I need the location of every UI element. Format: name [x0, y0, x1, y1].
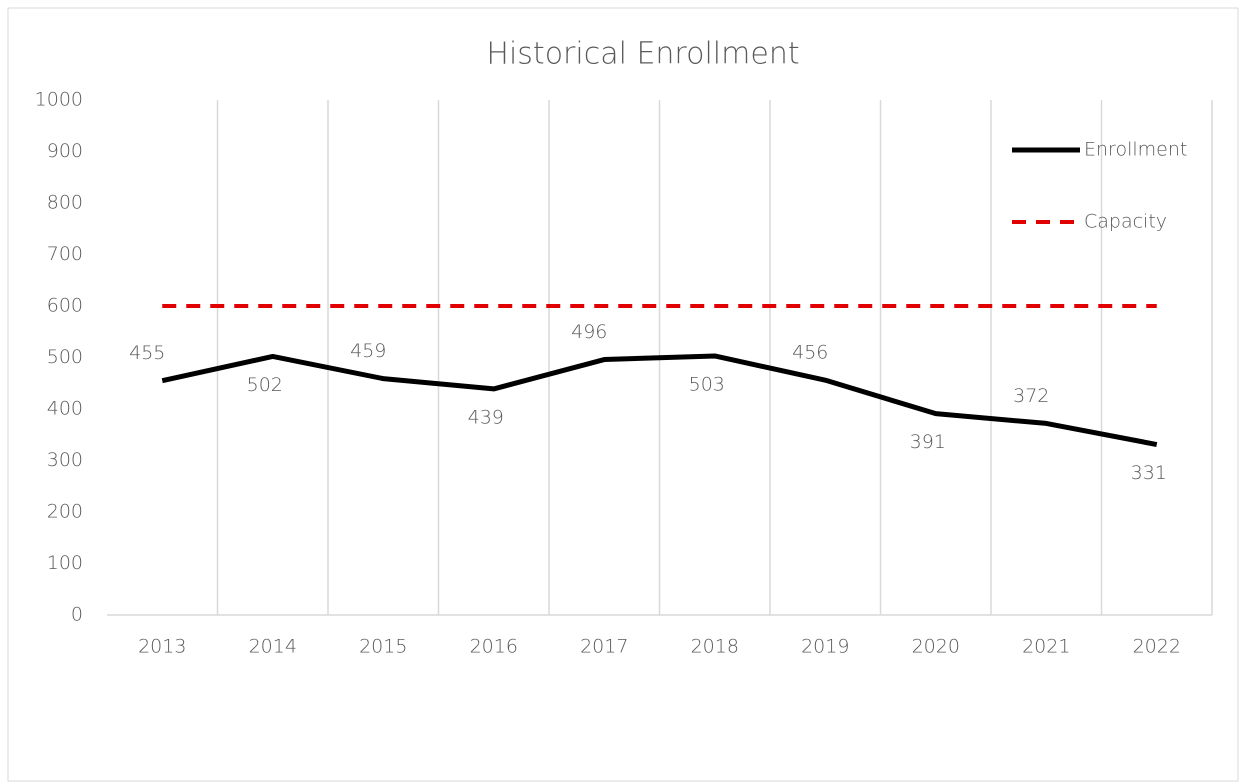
data-label: 502 — [247, 374, 283, 396]
y-tick-label: 600 — [47, 295, 83, 317]
data-label: 456 — [792, 342, 828, 364]
data-label: 391 — [910, 431, 946, 453]
x-tick-label: 2020 — [912, 636, 960, 658]
y-tick-label: 700 — [47, 243, 83, 265]
data-label: 455 — [129, 342, 165, 364]
chart-title: Historical Enrollment — [486, 37, 799, 72]
legend-label: Enrollment — [1084, 139, 1187, 161]
x-tick-label: 2021 — [1022, 636, 1070, 658]
y-tick-label: 100 — [47, 552, 83, 574]
data-label: 459 — [350, 340, 386, 362]
x-tick-label: 2022 — [1133, 636, 1181, 658]
y-tick-label: 900 — [47, 140, 83, 162]
y-tick-label: 0 — [71, 604, 83, 626]
data-label: 503 — [689, 373, 725, 395]
y-tick-label: 300 — [47, 449, 83, 471]
y-tick-label: 1000 — [35, 89, 83, 111]
x-tick-label: 2014 — [249, 636, 297, 658]
y-tick-label: 800 — [47, 192, 83, 214]
x-tick-label: 2019 — [801, 636, 849, 658]
data-label: 372 — [1013, 385, 1049, 407]
y-tick-label: 200 — [47, 501, 83, 523]
x-tick-label: 2016 — [470, 636, 518, 658]
data-label: 496 — [571, 321, 607, 343]
y-tick-label: 400 — [47, 398, 83, 420]
x-tick-label: 2015 — [359, 636, 407, 658]
data-label: 331 — [1131, 462, 1167, 484]
series-line — [161, 353, 1158, 447]
x-tick-label: 2017 — [580, 636, 628, 658]
x-tick-label: 2018 — [691, 636, 739, 658]
data-label: 439 — [468, 406, 504, 428]
legend-label: Capacity — [1084, 211, 1167, 233]
x-tick-label: 2013 — [138, 636, 186, 658]
y-tick-label: 500 — [47, 346, 83, 368]
chart-border — [7, 7, 1239, 782]
